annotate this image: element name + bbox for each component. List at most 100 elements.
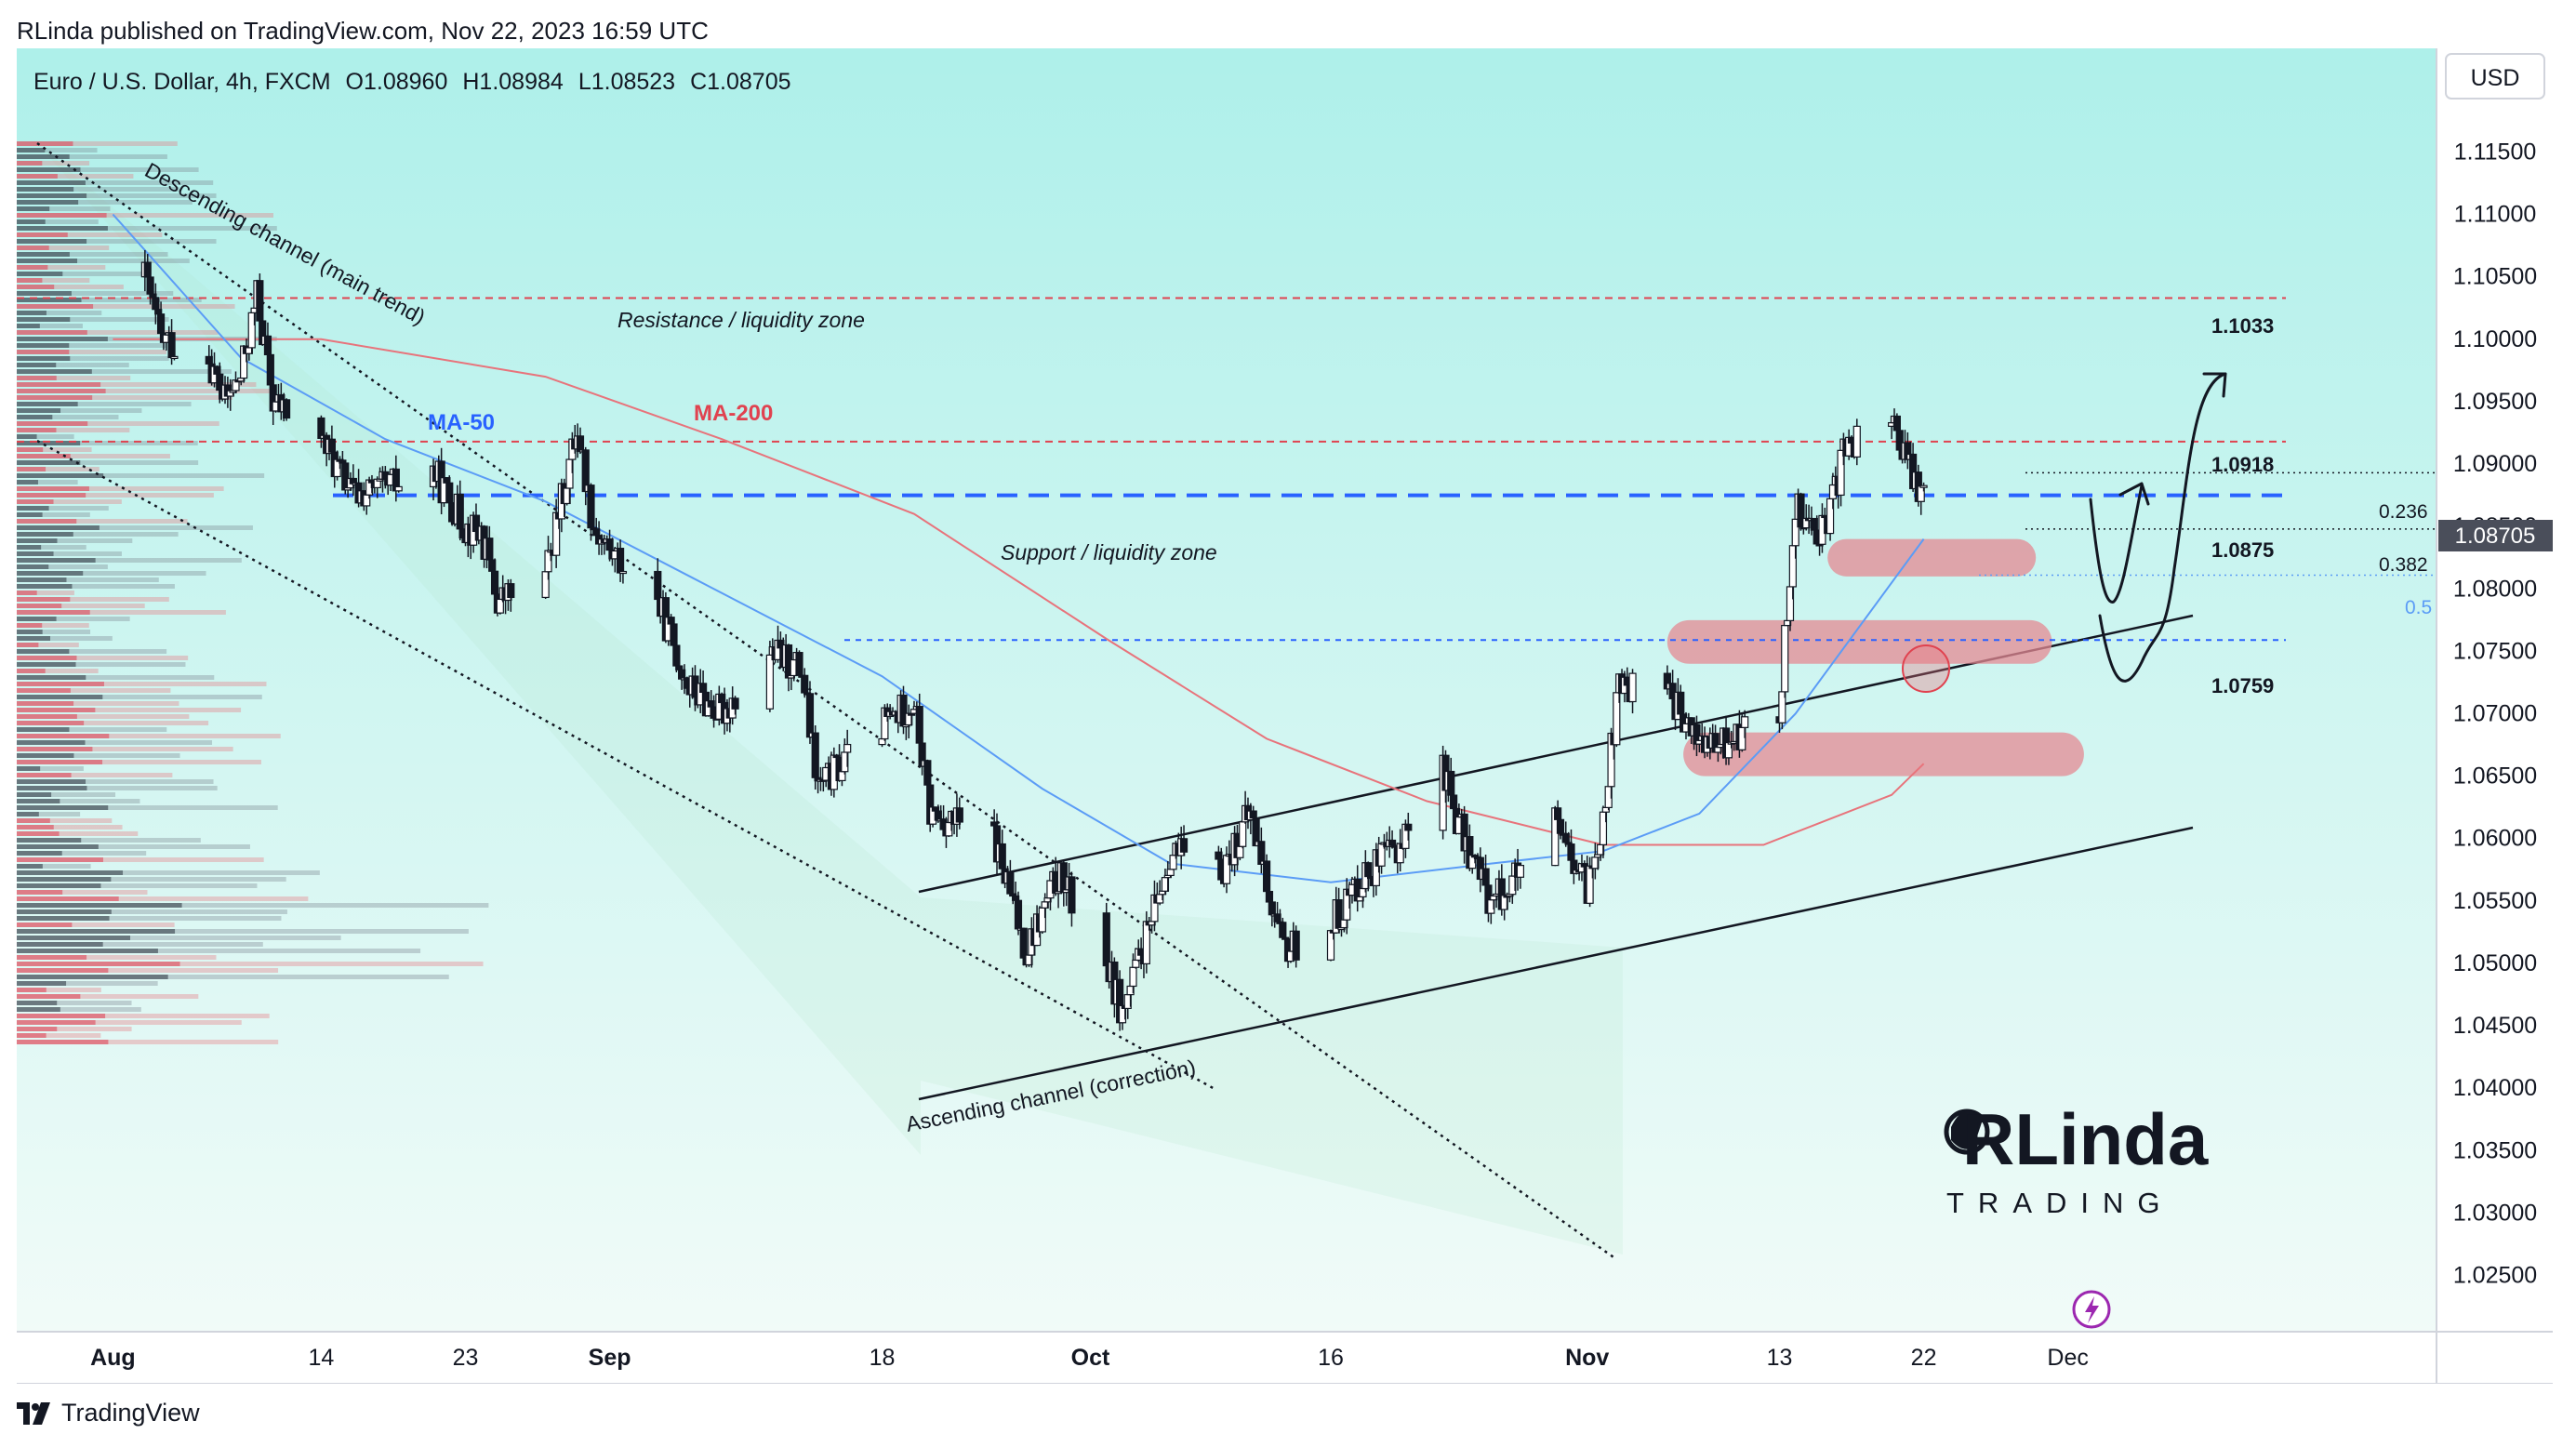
- volume-profile-bar-core: [17, 962, 180, 966]
- volume-profile-bar-core: [17, 740, 86, 745]
- tradingview-footer[interactable]: TradingView: [17, 1399, 200, 1427]
- volume-profile-bar: [17, 154, 167, 159]
- volume-profile-bar: [17, 708, 242, 712]
- volume-profile-bar-core: [17, 428, 57, 432]
- volume-profile-bar-core: [17, 656, 77, 660]
- volume-profile-bar: [17, 161, 90, 166]
- volume-profile-bar: [17, 838, 201, 843]
- volume-profile-bar: [17, 219, 99, 224]
- volume-profile-bar: [17, 356, 169, 361]
- volume-profile-bar: [17, 916, 282, 921]
- volume-profile-bar: [17, 968, 279, 973]
- volume-profile-bar: [17, 239, 217, 244]
- candle-body: [1628, 672, 1637, 703]
- volume-profile-bar-core: [17, 226, 108, 231]
- volume-profile-bar: [17, 1033, 101, 1038]
- volume-profile-bar-core: [17, 389, 106, 393]
- volume-profile-bar: [17, 467, 100, 471]
- volume-profile-bar-core: [17, 213, 107, 218]
- volume-profile-bar: [17, 421, 219, 426]
- candle-body: [282, 399, 291, 419]
- candle-body: [1404, 823, 1413, 831]
- time-tick-label: Nov: [1565, 1345, 1609, 1371]
- volume-profile-bar-core: [17, 564, 49, 569]
- volume-profile-bar-core: [17, 460, 81, 465]
- time-tick-label: 13: [1767, 1345, 1793, 1371]
- svg-text:TRADING: TRADING: [1946, 1187, 2174, 1219]
- volume-profile-bar-core: [17, 324, 40, 328]
- candle-body: [1567, 843, 1575, 861]
- volume-profile-bar-core: [17, 597, 71, 602]
- volume-profile-bar-core: [17, 877, 112, 882]
- volume-profile-bar: [17, 1040, 279, 1044]
- tradingview-label: TradingView: [61, 1399, 200, 1427]
- volume-profile-bar-core: [17, 512, 43, 517]
- price-axis[interactable]: 1.120001.115001.110001.105001.100001.095…: [2453, 76, 2537, 1288]
- volume-profile-bar-core: [17, 779, 86, 784]
- candle-body: [1102, 912, 1110, 967]
- time-tick-label: 16: [1318, 1345, 1344, 1371]
- forecast-arrowhead-long: [2202, 372, 2227, 398]
- volume-profile-bar-core: [17, 532, 73, 537]
- volume-profile-bar-core: [17, 773, 72, 777]
- volume-profile-bar-core: [17, 174, 58, 179]
- volume-profile-bar-core: [17, 988, 46, 992]
- volume-profile-bar-core: [17, 493, 86, 498]
- volume-profile-bar: [17, 311, 102, 315]
- lightning-icon[interactable]: [2072, 1290, 2111, 1329]
- volume-profile-bar: [17, 955, 217, 960]
- candle-body: [1516, 865, 1525, 878]
- candle-body: [1179, 838, 1188, 853]
- volume-profile-bar-core: [17, 1033, 46, 1038]
- volume-profile-bar: [17, 252, 168, 257]
- volume-profile-bar-core: [17, 844, 99, 849]
- ma50-line: [112, 213, 1925, 883]
- volume-profile-bar: [17, 428, 130, 432]
- volume-profile-bar: [17, 415, 119, 419]
- candle-body: [256, 280, 264, 322]
- forecast-arrows: [2089, 372, 2227, 683]
- volume-profile-bar-core: [17, 909, 112, 914]
- volume-profile-bar: [17, 890, 148, 895]
- volume-profile-bar-core: [17, 441, 81, 445]
- volume-profile-bar-core: [17, 317, 71, 322]
- volume-profile-bar-core: [17, 623, 43, 628]
- volume-profile-bar: [17, 259, 190, 263]
- volume-profile-bar-core: [17, 402, 78, 406]
- time-axis[interactable]: Aug 14 23 Sep 18 Oct 16 Nov 13 22 Dec: [90, 1345, 2089, 1371]
- currency-button[interactable]: USD: [2445, 53, 2545, 100]
- volume-profile-bar-core: [17, 792, 52, 797]
- volume-profile-bar: [17, 265, 106, 270]
- volume-profile-bar: [17, 766, 84, 771]
- volume-profile-bar-core: [17, 558, 96, 563]
- volume-profile-bar-core: [17, 304, 94, 309]
- volume-profile-bar: [17, 564, 108, 569]
- volume-profile-bar-core: [17, 851, 62, 856]
- volume-profile-bar: [17, 936, 341, 940]
- volume-profile-bar-core: [17, 239, 87, 244]
- volume-profile-bar-core: [17, 454, 71, 458]
- volume-profile-bar-core: [17, 831, 60, 836]
- volume-profile-bar-core: [17, 232, 68, 237]
- volume-profile-bar-core: [17, 167, 81, 172]
- chart-area[interactable]: 1.120001.115001.110001.105001.100001.095…: [17, 48, 2553, 1385]
- channel-shade: [37, 143, 1623, 1255]
- tradingview-logo-icon: [17, 1401, 50, 1425]
- volume-profile-bar: [17, 285, 124, 289]
- volume-profile-bar-core: [17, 714, 77, 719]
- volume-profile-bar: [17, 949, 421, 953]
- price-tick-label: 1.09000: [2453, 451, 2537, 477]
- ma200-line: [113, 338, 1925, 846]
- time-tick-label: Sep: [589, 1345, 631, 1371]
- time-tick-label: 18: [870, 1345, 896, 1371]
- candle-body: [955, 807, 963, 823]
- volume-profile-bar: [17, 473, 265, 478]
- candle-body: [765, 654, 774, 710]
- volume-profile-bar: [17, 324, 83, 328]
- forecast-arrowhead-short: [2118, 482, 2150, 506]
- volume-profile-bar-core: [17, 669, 46, 673]
- volume-profile-bar-core: [17, 766, 41, 771]
- price-tick-label: 1.07000: [2453, 701, 2537, 727]
- volume-profile-bar-core: [17, 734, 110, 738]
- volume-profile-bar: [17, 577, 159, 582]
